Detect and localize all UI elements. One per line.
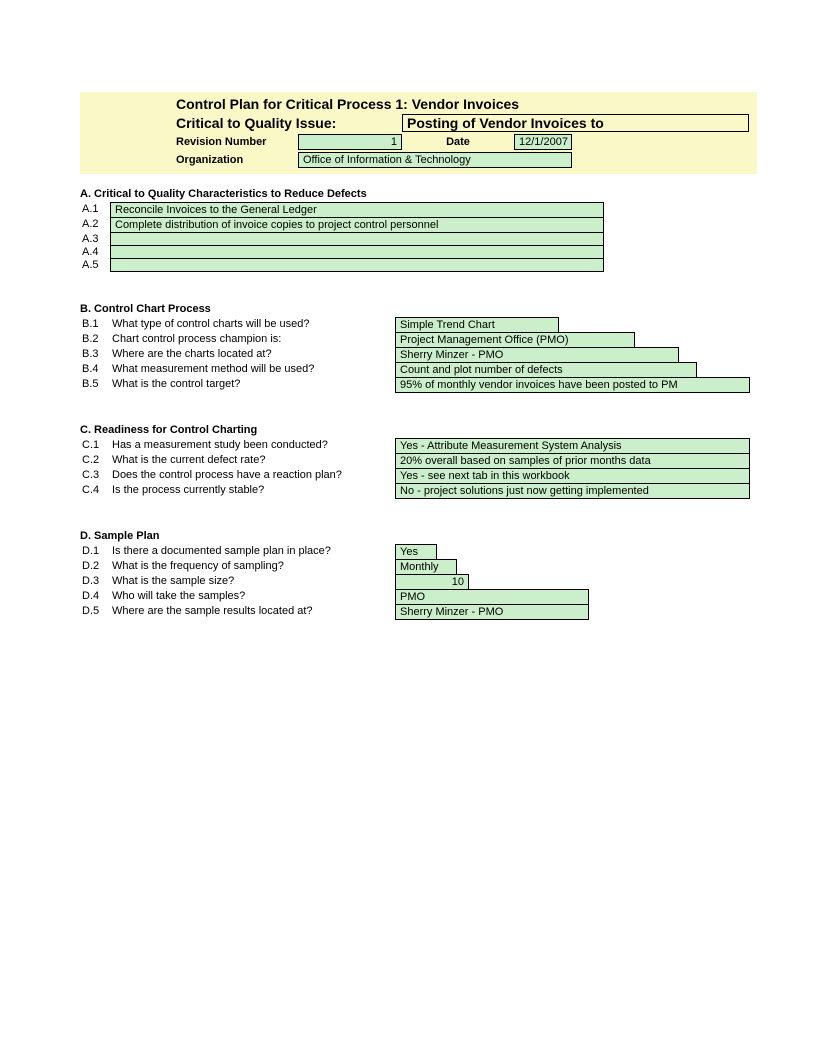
- row-num: D.1: [80, 544, 110, 560]
- row-value[interactable]: Monthly: [395, 559, 457, 575]
- row-num: B.1: [80, 317, 110, 333]
- row-question: Is the process currently stable?: [110, 483, 395, 499]
- row-value[interactable]: [110, 258, 604, 272]
- row-value[interactable]: 95% of monthly vendor invoices have been…: [395, 377, 750, 393]
- row-question: Chart control process champion is:: [110, 332, 395, 348]
- table-row: A.4: [80, 245, 757, 259]
- table-row: A.1Reconcile Invoices to the General Led…: [80, 202, 757, 218]
- row-value[interactable]: Sherry Minzer - PMO: [395, 347, 679, 363]
- date-label: Date: [402, 136, 514, 148]
- revision-row: Revision Number 1 Date 12/1/2007: [88, 134, 749, 152]
- table-row: D.5Where are the sample results located …: [80, 604, 757, 620]
- row-num: C.4: [80, 483, 110, 499]
- row-question: Who will take the samples?: [110, 589, 395, 605]
- row-question: What is the sample size?: [110, 574, 395, 590]
- row-question: What type of control charts will be used…: [110, 317, 395, 333]
- row-value[interactable]: 20% overall based on samples of prior mo…: [395, 453, 750, 469]
- organization-row: Organization Office of Information & Tec…: [88, 152, 749, 168]
- row-num: C.2: [80, 453, 110, 469]
- row-num: A.3: [80, 232, 110, 246]
- organization-value[interactable]: Office of Information & Technology: [298, 152, 572, 168]
- row-value[interactable]: Complete distribution of invoice copies …: [110, 217, 604, 233]
- row-value[interactable]: 10: [395, 574, 469, 590]
- table-row: A.5: [80, 258, 757, 272]
- row-value[interactable]: Project Management Office (PMO): [395, 332, 635, 348]
- row-value[interactable]: No - project solutions just now getting …: [395, 483, 750, 499]
- table-row: A.3: [80, 232, 757, 246]
- control-plan-document: Control Plan for Critical Process 1: Ven…: [0, 0, 817, 659]
- table-row: D.4Who will take the samples?PMO: [80, 589, 757, 605]
- row-num: A.5: [80, 258, 110, 272]
- row-value[interactable]: Count and plot number of defects: [395, 362, 697, 378]
- header-block: Control Plan for Critical Process 1: Ven…: [80, 92, 757, 174]
- revision-label: Revision Number: [176, 136, 298, 148]
- row-question: What is the control target?: [110, 377, 395, 393]
- table-row: B.5What is the control target?95% of mon…: [80, 377, 757, 393]
- section-c: C. Readiness for Control Charting C.1Has…: [80, 424, 757, 499]
- row-num: A.2: [80, 217, 110, 233]
- row-num: D.3: [80, 574, 110, 590]
- table-row: B.2Chart control process champion is:Pro…: [80, 332, 757, 348]
- row-num: C.3: [80, 468, 110, 484]
- row-num: C.1: [80, 438, 110, 454]
- section-d-title: D. Sample Plan: [80, 530, 757, 542]
- table-row: B.3Where are the charts located at?Sherr…: [80, 347, 757, 363]
- row-question: Where are the charts located at?: [110, 347, 395, 363]
- table-row: D.2What is the frequency of sampling?Mon…: [80, 559, 757, 575]
- row-question: What measurement method will be used?: [110, 362, 395, 378]
- issue-value[interactable]: Posting of Vendor Invoices to: [402, 114, 749, 132]
- table-row: C.1Has a measurement study been conducte…: [80, 438, 757, 454]
- section-d: D. Sample Plan D.1Is there a documented …: [80, 530, 757, 620]
- section-b-title: B. Control Chart Process: [80, 303, 757, 315]
- row-num: D.2: [80, 559, 110, 575]
- row-question: Where are the sample results located at?: [110, 604, 395, 620]
- table-row: C.2What is the current defect rate?20% o…: [80, 453, 757, 469]
- table-row: B.4What measurement method will be used?…: [80, 362, 757, 378]
- row-num: D.4: [80, 589, 110, 605]
- row-num: B.3: [80, 347, 110, 363]
- row-question: Does the control process have a reaction…: [110, 468, 395, 484]
- row-num: A.1: [80, 202, 110, 218]
- row-value[interactable]: Yes - see next tab in this workbook: [395, 468, 750, 484]
- row-value[interactable]: Sherry Minzer - PMO: [395, 604, 589, 620]
- table-row: D.3What is the sample size?10: [80, 574, 757, 590]
- row-question: Is there a documented sample plan in pla…: [110, 544, 395, 560]
- table-row: B.1What type of control charts will be u…: [80, 317, 757, 333]
- table-row: C.4Is the process currently stable?No - …: [80, 483, 757, 499]
- section-b: B. Control Chart Process B.1What type of…: [80, 303, 757, 393]
- table-row: A.2Complete distribution of invoice copi…: [80, 217, 757, 233]
- document-title: Control Plan for Critical Process 1: Ven…: [88, 96, 749, 114]
- row-value[interactable]: Simple Trend Chart: [395, 317, 559, 333]
- row-num: D.5: [80, 604, 110, 620]
- date-value[interactable]: 12/1/2007: [514, 134, 572, 150]
- section-a-title: A. Critical to Quality Characteristics t…: [80, 188, 757, 200]
- row-value[interactable]: [110, 245, 604, 259]
- section-a: A. Critical to Quality Characteristics t…: [80, 188, 757, 272]
- row-value[interactable]: Reconcile Invoices to the General Ledger: [110, 202, 604, 218]
- row-question: What is the frequency of sampling?: [110, 559, 395, 575]
- row-value[interactable]: Yes - Attribute Measurement System Analy…: [395, 438, 750, 454]
- row-num: B.5: [80, 377, 110, 393]
- issue-label: Critical to Quality Issue:: [176, 115, 402, 131]
- table-row: D.1Is there a documented sample plan in …: [80, 544, 757, 560]
- row-num: A.4: [80, 245, 110, 259]
- row-question: What is the current defect rate?: [110, 453, 395, 469]
- section-c-title: C. Readiness for Control Charting: [80, 424, 757, 436]
- row-value[interactable]: [110, 232, 604, 246]
- row-value[interactable]: PMO: [395, 589, 589, 605]
- row-question: Has a measurement study been conducted?: [110, 438, 395, 454]
- row-num: B.4: [80, 362, 110, 378]
- row-value[interactable]: Yes: [395, 544, 437, 560]
- table-row: C.3Does the control process have a react…: [80, 468, 757, 484]
- issue-row: Critical to Quality Issue: Posting of Ve…: [88, 114, 749, 134]
- organization-label: Organization: [176, 154, 298, 166]
- revision-value[interactable]: 1: [298, 134, 402, 150]
- row-num: B.2: [80, 332, 110, 348]
